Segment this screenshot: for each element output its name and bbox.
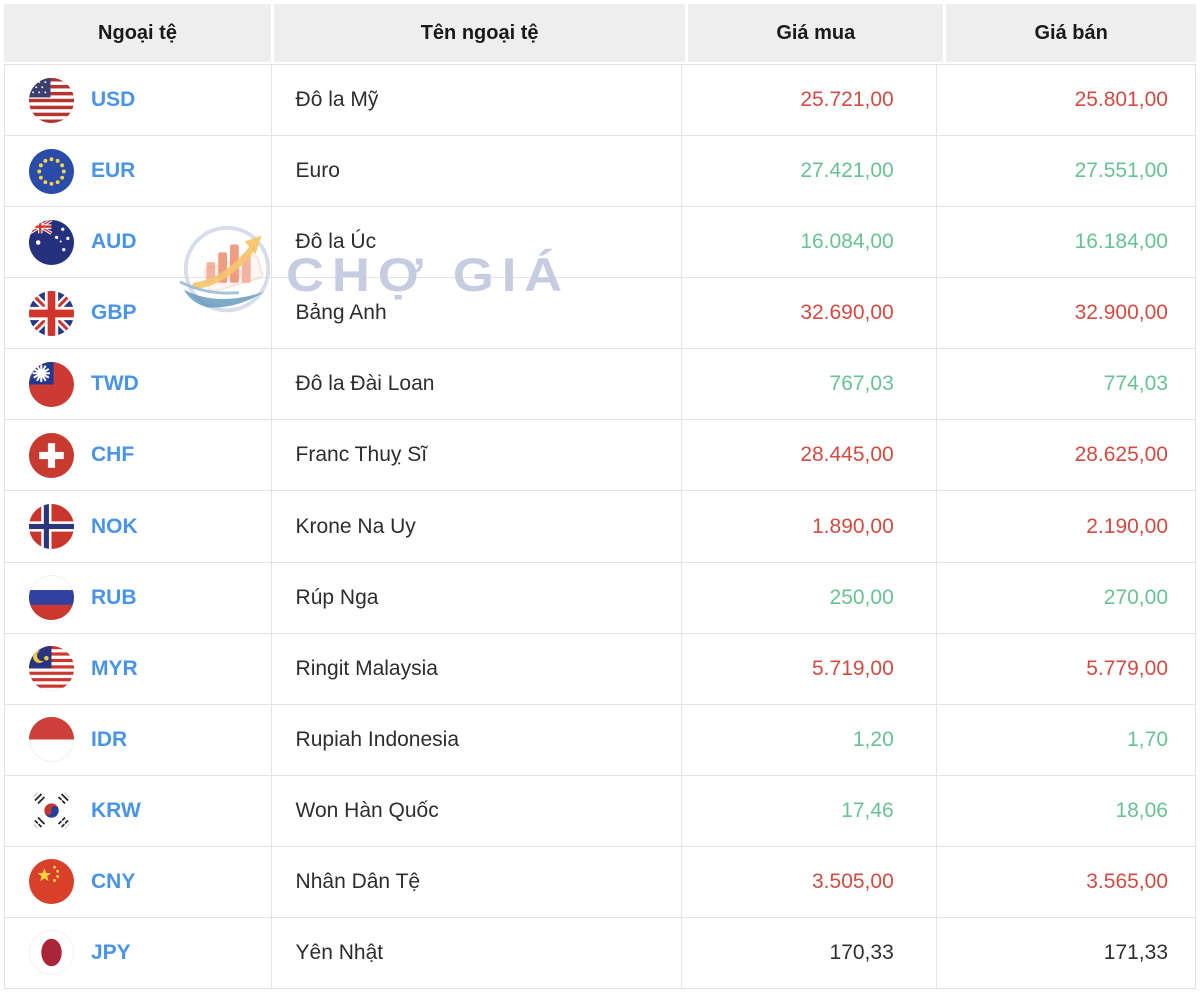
jpy-flag-icon xyxy=(29,930,74,976)
currency-code: KRW xyxy=(91,798,141,822)
sell-price: 27.551,00 xyxy=(1074,159,1168,183)
currency-code: IDR xyxy=(91,727,128,751)
buy-price: 250,00 xyxy=(682,562,937,633)
currency-cell: TWD xyxy=(5,349,272,420)
currency-name: Krone Na Uy xyxy=(272,491,683,562)
sell-price: 171,33 xyxy=(1103,940,1168,964)
table-row-idr: IDR Rupiah Indonesia 1,20 1,70 xyxy=(5,704,1195,776)
table-row-nok: NOK Krone Na Uy 1.890,00 2.190,00 xyxy=(5,491,1195,563)
currency-code: EUR xyxy=(91,159,136,183)
header-buy-price: Giá mua xyxy=(688,4,944,62)
buy-price: 5.719,00 xyxy=(682,633,937,704)
aud-flag-icon xyxy=(29,219,74,265)
gbp-flag-icon xyxy=(29,290,74,336)
usd-flag-icon xyxy=(29,77,74,123)
buy-price: 32.690,00 xyxy=(682,278,937,349)
table-row-jpy: JPY Yên Nhật 170,33 171,33 xyxy=(5,917,1195,989)
sell-price: 18,06 xyxy=(1115,798,1168,822)
sell-price: 2.190,00 xyxy=(1086,514,1168,538)
currency-name: Đô la Mỹ xyxy=(272,65,683,136)
buy-price: 170,33 xyxy=(682,917,937,989)
currency-code: GBP xyxy=(91,301,137,325)
sell-price: 5.779,00 xyxy=(1086,656,1168,680)
currency-cell: NOK xyxy=(5,491,272,562)
table-body: USD Đô la Mỹ 25.721,00 25.801,00 xyxy=(4,64,1196,989)
currency-cell: AUD xyxy=(5,207,272,278)
currency-cell: RUB xyxy=(5,562,272,633)
myr-flag-icon xyxy=(29,646,74,692)
buy-price: 1.890,00 xyxy=(682,491,937,562)
table-row-rub: RUB Rúp Nga 250,00 270,00 xyxy=(5,562,1195,634)
currency-name: Bảng Anh xyxy=(272,278,683,349)
currency-name: Rúp Nga xyxy=(272,562,683,633)
currency-code: TWD xyxy=(91,372,139,396)
table-row-usd: USD Đô la Mỹ 25.721,00 25.801,00 xyxy=(5,65,1195,137)
buy-price: 1,20 xyxy=(682,704,937,775)
buy-price: 17,46 xyxy=(682,775,937,846)
eur-flag-icon xyxy=(29,148,74,194)
buy-price: 25.721,00 xyxy=(682,65,937,136)
header-currency: Ngoại tệ xyxy=(4,4,271,62)
table-header-row: Ngoại tệ Tên ngoại tệ Giá mua Giá bán xyxy=(4,4,1196,62)
currency-name: Franc Thuỵ Sĩ xyxy=(272,420,683,491)
buy-price: 767,03 xyxy=(682,349,937,420)
currency-name: Won Hàn Quốc xyxy=(272,775,683,846)
currency-code: RUB xyxy=(91,585,137,609)
currency-code: CNY xyxy=(91,869,136,893)
currency-cell: CHF xyxy=(5,420,272,491)
table-row-aud: AUD Đô la Úc 16.084,00 16.184,00 xyxy=(5,207,1195,279)
table-row-eur: EUR Euro 27.421,00 27.551,00 xyxy=(5,136,1195,208)
currency-cell: JPY xyxy=(5,917,272,989)
cny-flag-icon xyxy=(29,859,74,905)
chf-flag-icon xyxy=(29,432,74,478)
header-sell-price: Giá bán xyxy=(946,4,1196,62)
sell-price: 3.565,00 xyxy=(1086,869,1168,893)
currency-code: JPY xyxy=(91,940,131,964)
rub-flag-icon xyxy=(29,575,74,621)
currency-name: Yên Nhật xyxy=(272,917,683,989)
sell-price: 25.801,00 xyxy=(1074,88,1168,112)
currency-cell: CNY xyxy=(5,846,272,917)
currency-name: Rupiah Indonesia xyxy=(272,704,683,775)
currency-cell: IDR xyxy=(5,704,272,775)
buy-price: 27.421,00 xyxy=(682,136,937,207)
currency-code: AUD xyxy=(91,230,137,254)
table-row-twd: TWD Đô la Đài Loan 767,03 774,03 xyxy=(5,349,1195,421)
currency-cell: GBP xyxy=(5,278,272,349)
sell-price: 270,00 xyxy=(1103,585,1168,609)
table-row-chf: CHF Franc Thuỵ Sĩ 28.445,00 28.625,00 xyxy=(5,420,1195,492)
currency-cell: EUR xyxy=(5,136,272,207)
currency-cell: KRW xyxy=(5,775,272,846)
currency-name: Đô la Đài Loan xyxy=(272,349,683,420)
table-row-myr: MYR Ringit Malaysia 5.719,00 5.779,00 xyxy=(5,633,1195,705)
table-row-gbp: GBP Bảng Anh 32.690,00 32.900,00 xyxy=(5,278,1195,350)
currency-cell: MYR xyxy=(5,633,272,704)
nok-flag-icon xyxy=(29,504,74,549)
table-row-krw: KRW Won Hàn Quốc 17,46 18,06 xyxy=(5,775,1195,847)
twd-flag-icon xyxy=(29,361,74,407)
buy-price: 16.084,00 xyxy=(682,207,937,278)
sell-price: 28.625,00 xyxy=(1074,443,1168,467)
currency-name: Nhân Dân Tệ xyxy=(272,846,683,917)
currency-code: MYR xyxy=(91,656,138,680)
sell-price: 32.900,00 xyxy=(1074,301,1168,325)
currency-code: NOK xyxy=(91,514,138,538)
buy-price: 28.445,00 xyxy=(682,420,937,491)
header-currency-name: Tên ngoại tệ xyxy=(274,4,686,62)
sell-price: 774,03 xyxy=(1103,372,1168,396)
table-row-cny: CNY Nhân Dân Tệ 3.505,00 3.565,00 xyxy=(5,846,1195,918)
sell-price: 16.184,00 xyxy=(1074,230,1168,254)
currency-code: USD xyxy=(91,88,136,112)
currency-name: Ringit Malaysia xyxy=(272,633,683,704)
currency-name: Euro xyxy=(272,136,683,207)
currency-code: CHF xyxy=(91,443,135,467)
idr-flag-icon xyxy=(29,717,74,763)
sell-price: 1,70 xyxy=(1127,727,1168,751)
krw-flag-icon xyxy=(29,788,74,834)
buy-price: 3.505,00 xyxy=(682,846,937,917)
currency-name: Đô la Úc xyxy=(272,207,683,278)
currency-cell: USD xyxy=(5,65,272,136)
